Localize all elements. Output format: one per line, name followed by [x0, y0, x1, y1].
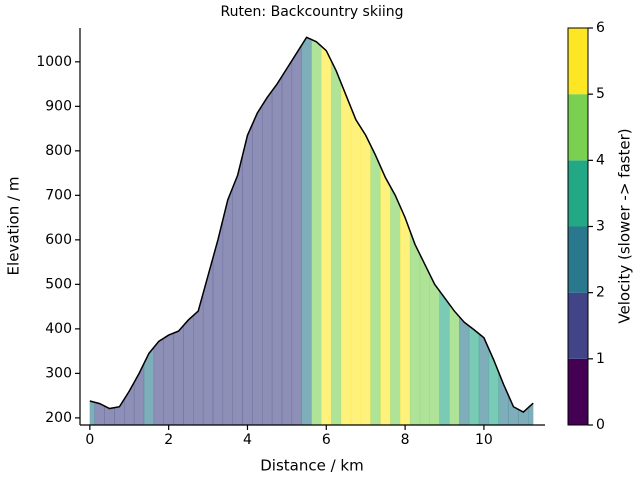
- velocity-stripe: [419, 254, 430, 426]
- velocity-stripe: [390, 185, 401, 426]
- y-axis-label: Elevation / m: [5, 177, 23, 276]
- velocity-stripe: [89, 400, 96, 426]
- y-tick-label: 1000: [36, 54, 72, 70]
- colorbar-tick-label: 4: [596, 152, 605, 168]
- velocity-stripe: [124, 381, 135, 426]
- colorbar-band: [568, 160, 588, 227]
- velocity-stripe: [262, 89, 273, 426]
- velocity-stripe: [281, 59, 293, 426]
- y-tick-label: 400: [45, 321, 72, 337]
- velocity-stripe: [232, 155, 243, 426]
- x-tick-label: 6: [322, 432, 331, 448]
- colorbar-band: [568, 28, 588, 95]
- velocity-stripe: [360, 126, 371, 426]
- velocity-stripe: [202, 257, 214, 426]
- velocity-stripe: [193, 293, 204, 426]
- x-tick-label: 2: [164, 432, 173, 448]
- velocity-stripe: [321, 45, 332, 426]
- velocity-stripe: [271, 75, 283, 426]
- y-tick-label: 300: [45, 365, 72, 381]
- colorbar-band: [568, 358, 588, 425]
- colorbar-band: [568, 292, 588, 359]
- colorbar-tick-label: 3: [596, 219, 605, 235]
- colorbar-band: [568, 226, 588, 293]
- velocity-stripe: [498, 372, 509, 426]
- velocity-stripe: [380, 166, 391, 426]
- colorbar-label: Velocity (slower -> faster): [616, 128, 634, 323]
- x-tick-label: 10: [475, 432, 493, 448]
- colorbar-tick-label: 1: [596, 351, 605, 367]
- x-tick-label: 4: [243, 432, 252, 448]
- velocity-stripe: [183, 314, 194, 426]
- velocity-stripe: [350, 107, 362, 426]
- y-tick-label: 700: [45, 187, 72, 203]
- colorbar-tick-label: 0: [596, 417, 605, 433]
- colorbar-tick-label: 2: [596, 285, 605, 301]
- velocity-stripe: [173, 324, 184, 426]
- velocity-stripe: [242, 124, 253, 426]
- velocity-stripe: [153, 337, 164, 426]
- elevation-line: [89, 36, 534, 414]
- colorbar-band: [568, 94, 588, 161]
- velocity-stripe: [252, 104, 263, 426]
- x-tick-label: 8: [401, 432, 410, 448]
- x-tick-label: 0: [85, 432, 94, 448]
- velocity-stripe: [370, 145, 381, 426]
- velocity-stripe: [409, 230, 421, 426]
- y-tick-label: 800: [45, 143, 72, 159]
- velocity-stripe: [399, 206, 411, 426]
- velocity-stripe: [114, 398, 125, 426]
- y-tick-label: 500: [45, 276, 72, 292]
- colorbar-tick-label: 6: [596, 20, 605, 36]
- velocity-stripe: [163, 332, 174, 426]
- velocity-stripe: [222, 187, 233, 426]
- y-tick-label: 200: [45, 410, 72, 426]
- velocity-stripe: [468, 325, 480, 426]
- chart-title: Ruten: Backcountry skiing: [220, 4, 403, 20]
- velocity-stripe: [311, 39, 322, 426]
- velocity-stripe: [478, 333, 490, 426]
- velocity-stripe: [459, 315, 470, 426]
- colorbar-tick-label: 5: [596, 86, 605, 102]
- y-tick-label: 600: [45, 232, 72, 248]
- x-axis-label: Distance / km: [260, 457, 363, 475]
- y-tick-label: 900: [45, 98, 72, 114]
- velocity-stripe: [429, 274, 440, 426]
- velocity-stripe: [291, 44, 302, 426]
- velocity-stripe: [439, 290, 450, 426]
- velocity-stripe: [449, 303, 460, 426]
- velocity-stripe: [301, 37, 312, 426]
- velocity-stripe: [330, 60, 342, 426]
- velocity-stripe: [340, 82, 352, 426]
